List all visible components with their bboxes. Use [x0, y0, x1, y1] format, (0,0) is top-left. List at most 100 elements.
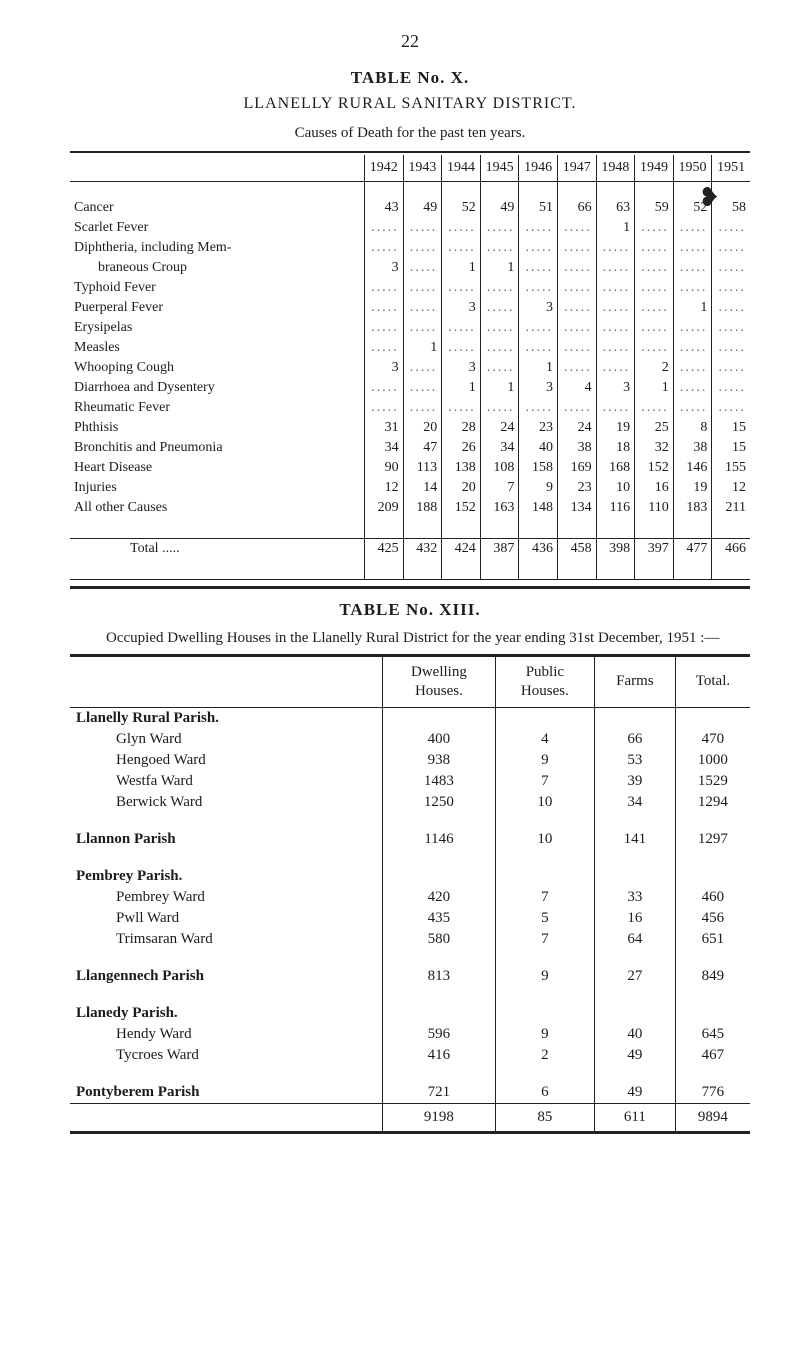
cell: .....: [365, 398, 404, 418]
cell: 15: [712, 438, 750, 458]
cell: 16: [594, 908, 675, 929]
cell: [495, 707, 594, 729]
cell: .....: [480, 398, 519, 418]
table-x-district: LLANELLY RURAL SANITARY DISTRICT.: [70, 94, 750, 114]
cell: .....: [480, 238, 519, 258]
year-head: 1944: [442, 155, 481, 182]
year-head: 1947: [557, 155, 596, 182]
year-head: 1948: [596, 155, 635, 182]
cell: 3: [519, 378, 558, 398]
cell: 7: [495, 929, 594, 950]
cell: .....: [480, 318, 519, 338]
cell: 3: [442, 298, 481, 318]
row-label: Pontyberem Parish: [70, 1082, 383, 1104]
cell: .....: [712, 318, 750, 338]
cell: 416: [383, 1045, 496, 1066]
cell: .....: [635, 318, 674, 338]
cell: .....: [403, 238, 442, 258]
cell: .....: [365, 218, 404, 238]
col-head: Farms: [594, 657, 675, 707]
cell: 66: [557, 198, 596, 218]
row-label: Injuries: [70, 478, 365, 498]
year-head: 1942: [365, 155, 404, 182]
cell: 49: [594, 1082, 675, 1104]
year-head: 1946: [519, 155, 558, 182]
row-label: Hendy Ward: [70, 1024, 383, 1045]
row-label: Westfa Ward: [70, 771, 383, 792]
cell: 34: [480, 438, 519, 458]
cell: 10: [495, 829, 594, 850]
cell: 4: [495, 729, 594, 750]
cell: 4: [557, 378, 596, 398]
cell: 1: [635, 378, 674, 398]
cell: 3: [365, 258, 404, 278]
row-label: Pwll Ward: [70, 908, 383, 929]
cell: 400: [383, 729, 496, 750]
cell: 34: [594, 792, 675, 813]
cell: 7: [495, 887, 594, 908]
cell: .....: [712, 238, 750, 258]
cell: .....: [635, 398, 674, 418]
cell: .....: [519, 238, 558, 258]
table-row: braneous Croup3.....11..................…: [70, 258, 750, 278]
row-label: All other Causes: [70, 498, 365, 518]
table-row: Hendy Ward596940645: [70, 1024, 750, 1045]
table-row: Llangennech Parish813927849: [70, 966, 750, 987]
row-label: Llangennech Parish: [70, 966, 383, 987]
cell: 52: [442, 198, 481, 218]
cell: [594, 707, 675, 729]
table-row: Pwll Ward435516456: [70, 908, 750, 929]
cell: 12: [365, 478, 404, 498]
col-head: Total.: [675, 657, 750, 707]
cell: 34: [365, 438, 404, 458]
cell: .....: [596, 298, 635, 318]
cell: 651: [675, 929, 750, 950]
cell: 420: [383, 887, 496, 908]
table-row: Diarrhoea and Dysentery..........113431.…: [70, 378, 750, 398]
cell: 7: [480, 478, 519, 498]
cell: .....: [557, 258, 596, 278]
cell: .....: [365, 338, 404, 358]
cell: 1: [480, 258, 519, 278]
cell: 1529: [675, 771, 750, 792]
bold-rule: [70, 586, 750, 589]
cell: 424: [442, 538, 481, 559]
table-row: Cancer43495249516663595258: [70, 198, 750, 218]
cell: 1: [442, 258, 481, 278]
blank-head: [70, 155, 365, 182]
cell: .....: [673, 318, 712, 338]
cell: .....: [480, 338, 519, 358]
cell: 435: [383, 908, 496, 929]
row-label: Tycroes Ward: [70, 1045, 383, 1066]
cell: .....: [635, 338, 674, 358]
cell: .....: [712, 398, 750, 418]
cell: .....: [635, 218, 674, 238]
cell: 188: [403, 498, 442, 518]
cell: 53: [594, 750, 675, 771]
cell: 1: [403, 338, 442, 358]
cell: 1: [673, 298, 712, 318]
table-row: Llanedy Parish.: [70, 1003, 750, 1024]
rule: [70, 151, 750, 153]
cell: .....: [442, 338, 481, 358]
cell: 9894: [675, 1103, 750, 1131]
cell: 66: [594, 729, 675, 750]
cell: 20: [403, 418, 442, 438]
cell: .....: [557, 238, 596, 258]
table-row: Glyn Ward400466470: [70, 729, 750, 750]
cell: [383, 1003, 496, 1024]
table-row: All other Causes209188152163148134116110…: [70, 498, 750, 518]
table-row: Rheumatic Fever.........................…: [70, 398, 750, 418]
cell: .....: [596, 338, 635, 358]
cell: 6: [495, 1082, 594, 1104]
cell: 25: [635, 418, 674, 438]
cell: 3: [596, 378, 635, 398]
cell: 8: [673, 418, 712, 438]
cell: 20: [442, 478, 481, 498]
cell: [495, 1003, 594, 1024]
cell: 1294: [675, 792, 750, 813]
row-label: Berwick Ward: [70, 792, 383, 813]
cell: .....: [596, 358, 635, 378]
row-label: Hengoed Ward: [70, 750, 383, 771]
row-label: Puerperal Fever: [70, 298, 365, 318]
